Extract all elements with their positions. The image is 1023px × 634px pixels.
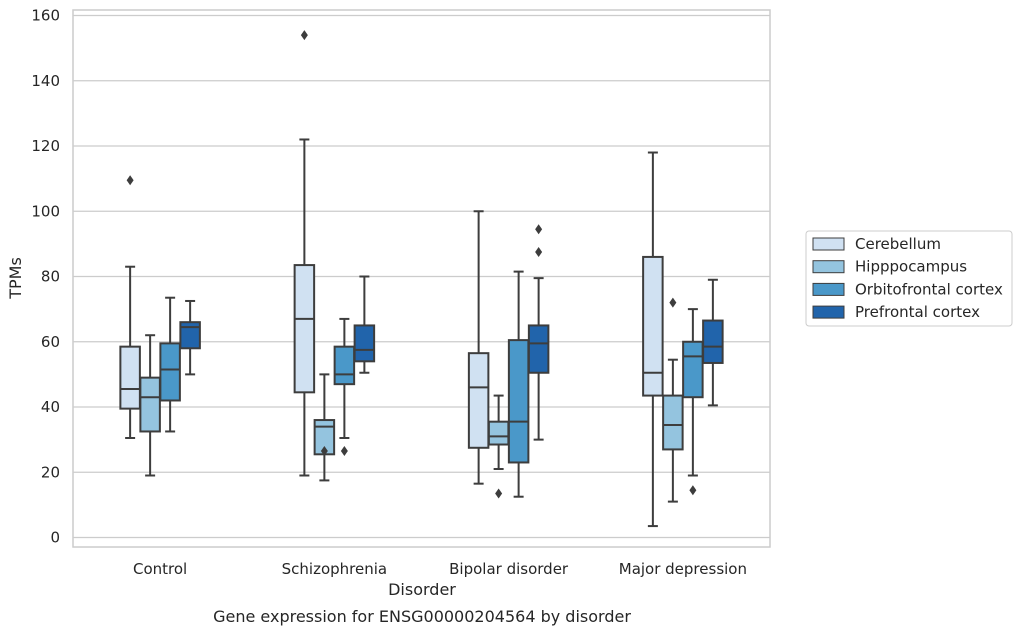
x-tick-label: Major depression	[619, 560, 747, 578]
outlier-point	[689, 485, 697, 496]
y-tick-label: 40	[41, 398, 60, 416]
y-tick-label: 120	[31, 137, 60, 155]
legend-label: Orbitofrontal cortex	[855, 280, 1003, 298]
x-axis-ticks: Control Schizophrenia Bipolar disorder Majo…	[133, 560, 747, 578]
outlier-point	[300, 30, 308, 41]
outlier-point	[340, 446, 348, 457]
box-orbitofrontal-cortex	[507, 270, 530, 498]
box-iqr	[159, 342, 181, 402]
chart-caption: Gene expression for ENSG00000204564 by d…	[213, 607, 631, 626]
box-orbitofrontal-cortex	[333, 317, 356, 457]
box-prefrontal-cortex	[179, 299, 201, 376]
legend-label: Hipppocampus	[855, 258, 967, 276]
outlier-point	[535, 224, 543, 235]
box-cerebellum	[642, 151, 664, 528]
box-cerebellum	[119, 175, 141, 439]
outlier-point	[535, 247, 543, 258]
y-tick-label: 100	[31, 202, 60, 220]
outlier-point	[495, 488, 503, 499]
legend-frame	[805, 230, 1013, 327]
box-iqr	[467, 352, 490, 449]
box-iqr	[702, 319, 724, 364]
legend-label: Prefrontal cortex	[855, 303, 980, 321]
box-hipppocampus	[662, 297, 684, 503]
y-tick-label: 60	[41, 333, 60, 351]
box-hipppocampus	[139, 334, 161, 477]
box-iqr	[293, 264, 316, 394]
y-axis-label: TPMs	[6, 257, 25, 300]
box-orbitofrontal-cortex	[159, 296, 181, 433]
box-iqr	[507, 339, 530, 464]
gridlines	[73, 14, 770, 539]
box-cerebellum	[467, 210, 490, 485]
box-iqr	[353, 324, 376, 363]
plot-frame	[72, 9, 771, 548]
legend-swatch	[812, 305, 845, 319]
outlier-point	[669, 297, 677, 308]
legend-label: Cerebellum	[855, 235, 941, 253]
y-tick-label: 20	[41, 463, 60, 481]
box-iqr	[487, 420, 510, 446]
box-iqr	[139, 376, 161, 433]
box-cerebellum	[293, 30, 316, 477]
box-iqr	[682, 340, 704, 399]
box-series	[119, 30, 724, 528]
y-tick-label: 140	[31, 72, 60, 90]
x-axis-label: Disorder	[388, 580, 456, 599]
outlier-point	[126, 175, 134, 186]
box-prefrontal-cortex	[527, 224, 550, 441]
y-tick-label: 80	[41, 268, 60, 286]
box-hipppocampus	[487, 394, 510, 499]
outlier-point	[320, 446, 328, 457]
x-tick-label: Control	[133, 560, 187, 578]
legend: Cerebellum Hipppocampus Orbitofrontal cort…	[805, 230, 1013, 327]
legend-swatch	[812, 260, 845, 274]
box-hipppocampus	[313, 373, 336, 482]
box-iqr	[642, 255, 664, 397]
y-tick-label: 160	[31, 7, 60, 25]
legend-swatch	[812, 282, 845, 296]
box-prefrontal-cortex	[353, 275, 376, 374]
box-iqr	[527, 324, 550, 374]
y-tick-label: 0	[50, 529, 60, 547]
x-tick-label: Bipolar disorder	[449, 560, 569, 578]
box-prefrontal-cortex	[702, 278, 724, 407]
box-iqr	[179, 321, 201, 350]
box-iqr	[662, 394, 684, 451]
legend-swatch	[812, 237, 845, 251]
box-orbitofrontal-cortex	[682, 308, 704, 496]
x-tick-label: Schizophrenia	[282, 560, 387, 578]
y-axis-ticks: 0 20 40 60 80 100 120 140 160	[31, 7, 60, 547]
box-iqr	[119, 345, 141, 410]
box-iqr	[333, 345, 356, 386]
